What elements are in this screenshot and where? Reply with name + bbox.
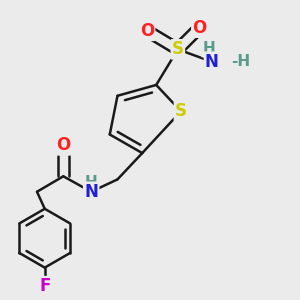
- Text: O: O: [140, 22, 154, 40]
- Text: O: O: [192, 19, 207, 37]
- Text: S: S: [172, 40, 184, 58]
- Text: H: H: [85, 175, 98, 190]
- Text: H: H: [202, 41, 215, 56]
- Text: N: N: [205, 53, 219, 71]
- Text: O: O: [56, 136, 70, 154]
- Text: F: F: [39, 277, 50, 295]
- Text: -H: -H: [231, 54, 250, 69]
- Text: N: N: [84, 183, 98, 201]
- Text: S: S: [175, 102, 187, 120]
